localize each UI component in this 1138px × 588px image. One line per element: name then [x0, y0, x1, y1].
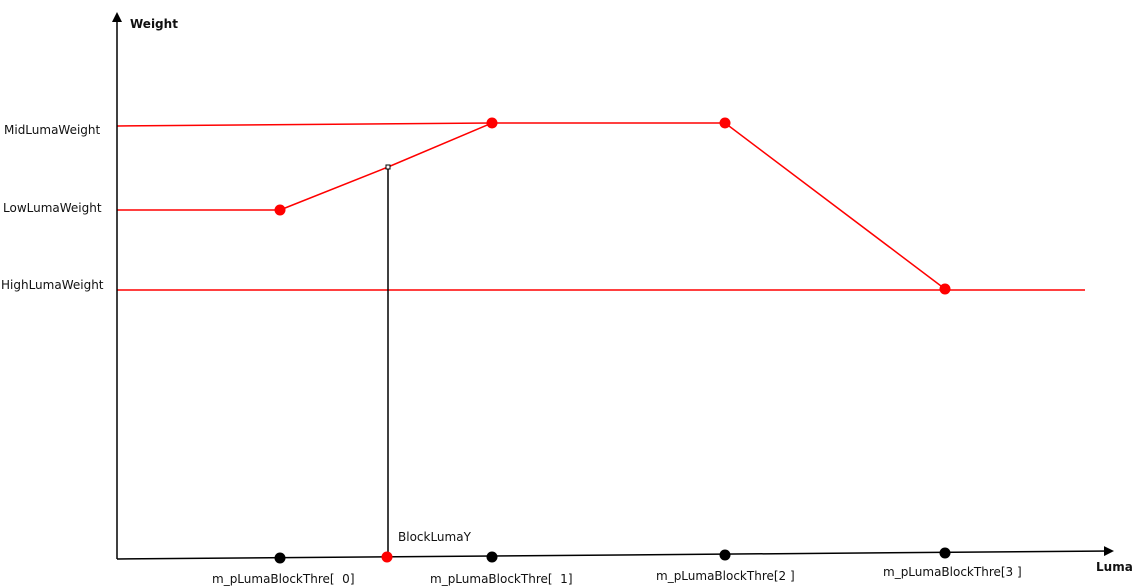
thre0-point: [274, 552, 286, 564]
weight-curve: [279, 122, 946, 290]
high-weight-point: [939, 283, 951, 295]
mid-weight-label: MidLumaWeight: [4, 123, 101, 137]
thre3-point: [939, 547, 951, 559]
block-luma-point: [381, 551, 393, 563]
mid-weight-point-start: [486, 117, 498, 129]
block-luma-label: BlockLumaY: [398, 530, 471, 544]
mid-weight-line: [116, 122, 493, 127]
low-weight-point: [274, 204, 286, 216]
high-weight-label: HighLumaWeight: [1, 278, 104, 292]
low-weight-label: LowLumaWeight: [3, 201, 102, 215]
thre3-label: m_pLumaBlockThre[3 ]: [883, 565, 1022, 579]
x-axis: [116, 546, 1114, 560]
thre1-label: m_pLumaBlockThre[ 1]: [430, 572, 573, 586]
thre1-point: [486, 551, 498, 563]
block-luma-intersection-marker: [385, 164, 391, 170]
x-axis-title: Luma: [1096, 560, 1133, 574]
thre2-point: [719, 549, 731, 561]
thre2-label: m_pLumaBlockThre[2 ]: [656, 569, 795, 583]
thre0-label: m_pLumaBlockThre[ 0]: [212, 572, 355, 586]
y-axis-title: Weight: [130, 17, 178, 31]
mid-weight-point-end: [719, 117, 731, 129]
